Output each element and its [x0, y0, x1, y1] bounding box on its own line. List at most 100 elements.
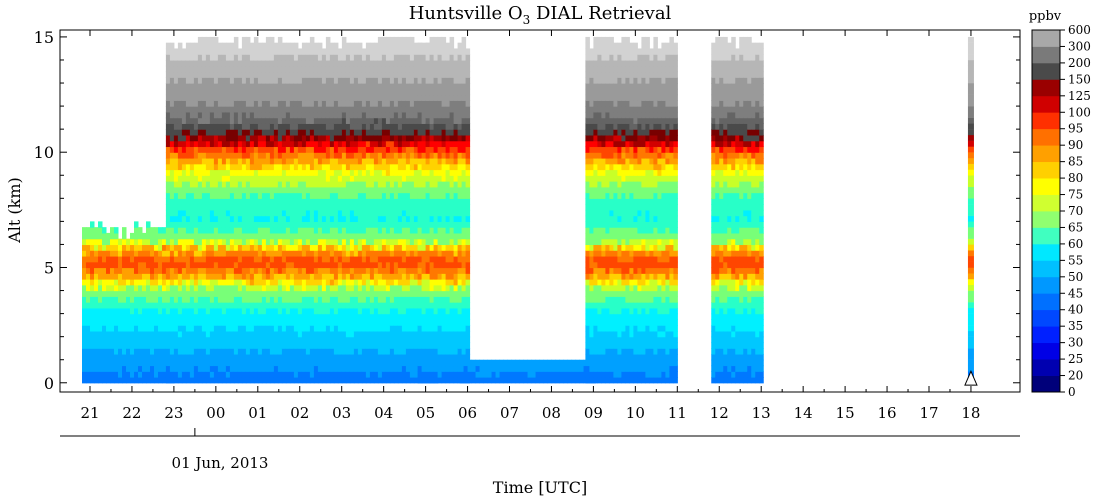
- heatmap-cell: [389, 134, 395, 142]
- heatmap-cell: [381, 83, 387, 90]
- heatmap-cell: [185, 186, 191, 194]
- heatmap-cell: [353, 48, 359, 55]
- heatmap-cell: [165, 129, 171, 136]
- heatmap-cell: [349, 140, 355, 148]
- heatmap-cell: [277, 54, 283, 61]
- heatmap-cell: [273, 273, 279, 280]
- heatmap-cell: [425, 279, 431, 286]
- heatmap-cell: [409, 163, 415, 171]
- heatmap-cell: [289, 106, 295, 113]
- heatmap-cell: [217, 65, 223, 73]
- heatmap-cell: [185, 134, 191, 142]
- heatmap-cell: [417, 365, 423, 372]
- heatmap-cell: [185, 353, 191, 361]
- heatmap-cell: [329, 123, 335, 130]
- heatmap-cell: [98, 353, 103, 361]
- heatmap-cell: [309, 336, 315, 344]
- heatmap-cell: [213, 232, 219, 240]
- heatmap-cell: [277, 371, 283, 378]
- heatmap-cell: [241, 204, 247, 211]
- heatmap-cell: [277, 169, 283, 176]
- heatmap-cell: [189, 244, 195, 251]
- heatmap-cell: [393, 146, 399, 153]
- heatmap-cell: [213, 227, 219, 234]
- heatmap-cell: [305, 117, 311, 124]
- heatmap-cell: [217, 71, 223, 78]
- heatmap-cell: [349, 227, 355, 234]
- heatmap-cell: [333, 186, 339, 194]
- heatmap-cell: [357, 48, 363, 55]
- heatmap-cell: [377, 307, 383, 315]
- heatmap-cell: [305, 152, 311, 159]
- heatmap-cell: [349, 302, 355, 309]
- heatmap-cell: [361, 336, 367, 344]
- heatmap-cell: [429, 261, 435, 269]
- heatmap-cell: [341, 279, 347, 286]
- heatmap-cell: [281, 157, 287, 165]
- heatmap-cell: [169, 59, 175, 67]
- heatmap-cell: [269, 255, 275, 263]
- heatmap-cell: [341, 284, 347, 292]
- heatmap-cell: [417, 71, 423, 78]
- heatmap-cell: [369, 238, 375, 246]
- heatmap-cell: [173, 100, 179, 107]
- heatmap-cell: [301, 100, 307, 107]
- heatmap-cell: [373, 290, 379, 297]
- heatmap-cell: [437, 296, 443, 303]
- heatmap-cell: [401, 59, 407, 67]
- heatmap-cell: [273, 169, 279, 176]
- heatmap-cell: [245, 54, 251, 61]
- heatmap-cell: [389, 88, 395, 96]
- heatmap-cell: [417, 255, 423, 263]
- heatmap-cell: [421, 65, 427, 73]
- heatmap-cell: [373, 238, 379, 246]
- heatmap-cell: [169, 111, 175, 119]
- heatmap-cell: [369, 336, 375, 344]
- heatmap-cell: [165, 267, 171, 274]
- heatmap-cell: [285, 325, 291, 332]
- heatmap-cell: [305, 129, 311, 136]
- heatmap-cell: [365, 106, 371, 113]
- heatmap-cell: [102, 238, 107, 246]
- heatmap-cell: [181, 169, 187, 176]
- heatmap-cell: [393, 255, 399, 263]
- heatmap-cell: [86, 325, 91, 332]
- heatmap-cell: [341, 330, 347, 338]
- heatmap-cell: [325, 359, 331, 367]
- heatmap-cell: [197, 169, 203, 176]
- heatmap-cell: [361, 100, 367, 107]
- heatmap-cell: [421, 330, 427, 338]
- heatmap-cell: [385, 117, 391, 124]
- heatmap-cell: [94, 296, 99, 303]
- heatmap-cell: [349, 123, 355, 130]
- heatmap-cell: [237, 65, 243, 73]
- heatmap-cell: [369, 129, 375, 136]
- heatmap-cell: [313, 77, 319, 84]
- heatmap-cell: [361, 157, 367, 165]
- heatmap-cell: [365, 250, 371, 257]
- heatmap-cell: [233, 377, 239, 384]
- heatmap-cell: [369, 88, 375, 96]
- heatmap-cell: [138, 279, 143, 286]
- heatmap-cell: [317, 163, 323, 171]
- heatmap-cell: [349, 129, 355, 136]
- heatmap-cell: [385, 313, 391, 320]
- heatmap-cell: [373, 325, 379, 332]
- heatmap-cell: [193, 307, 199, 315]
- heatmap-cell: [437, 100, 443, 107]
- heatmap-cell: [225, 146, 231, 153]
- heatmap-cell: [281, 169, 287, 176]
- heatmap-cell: [269, 48, 275, 55]
- heatmap-cell: [130, 325, 135, 332]
- heatmap-cell: [177, 65, 183, 73]
- heatmap-cell: [134, 319, 139, 326]
- heatmap-cell: [265, 232, 271, 240]
- heatmap-cell: [321, 261, 327, 269]
- heatmap-cell: [297, 146, 303, 153]
- heatmap-cell: [233, 209, 239, 217]
- heatmap-cell: [421, 284, 427, 292]
- heatmap-cell: [205, 186, 211, 194]
- heatmap-cell: [221, 365, 227, 372]
- heatmap-cell: [177, 146, 183, 153]
- heatmap-cell: [185, 169, 191, 176]
